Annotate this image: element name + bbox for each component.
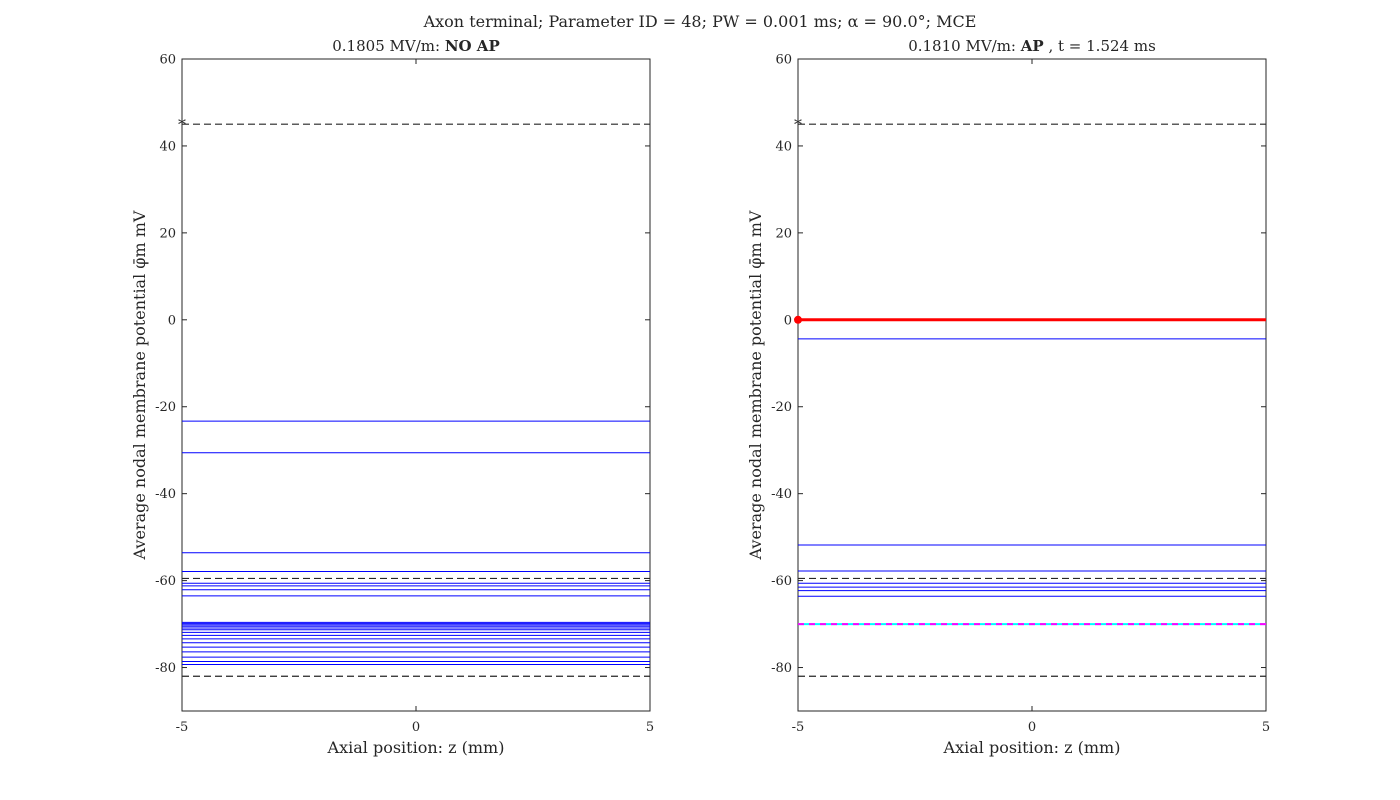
y-tick-label: -40 [771, 487, 792, 502]
panel-title: 0.1805 MV/m: NO AP [332, 37, 499, 55]
y-tick-label: -20 [155, 400, 176, 415]
y-tick-label: 0 [168, 313, 176, 328]
y-tick-label: 40 [775, 139, 792, 154]
reference-marker: * [178, 115, 186, 134]
panel-title-field: 0.1810 MV/m: [908, 37, 1016, 55]
chart-panel-ap: 0.1810 MV/m: AP , t = 1.524 ms -80 -60 -40… [746, 37, 1270, 757]
plot-area: -80 -60 -40 -20 0 20 40 60 -5 0 5 * [155, 53, 654, 736]
panel-title-extra: , t = 1.524 ms [1048, 37, 1155, 55]
x-tick-label: 0 [1028, 720, 1036, 735]
x-axis-label: Axial position: z (mm) [327, 738, 505, 757]
y-tick-label: 20 [775, 226, 792, 241]
x-tick-label: 0 [412, 720, 420, 735]
plot-area: -80 -60 -40 -20 0 20 40 60 -5 0 5 * [771, 53, 1270, 736]
y-axis-label: Average nodal membrane potential φ̄m mV [130, 210, 149, 560]
y-tick-label: -80 [771, 661, 792, 676]
y-tick-label: 0 [784, 313, 792, 328]
y-tick-label: -80 [155, 661, 176, 676]
x-axis-label: Axial position: z (mm) [943, 738, 1121, 757]
y-tick-label: -40 [155, 487, 176, 502]
ap-marker [794, 315, 802, 324]
y-tick-label: 20 [159, 226, 176, 241]
axes-box [181, 58, 651, 712]
y-tick-label: 60 [159, 53, 176, 68]
axes-box [797, 58, 1267, 712]
y-tick-label: 60 [775, 53, 792, 68]
reference-marker: * [794, 115, 802, 134]
panel-title-field: 0.1805 MV/m: [332, 37, 440, 55]
y-tick-label: -60 [771, 574, 792, 589]
y-tick-label: -20 [771, 400, 792, 415]
y-tick-label: 40 [159, 139, 176, 154]
y-tick-label: -60 [155, 574, 176, 589]
panel-title: 0.1810 MV/m: AP , t = 1.524 ms [908, 37, 1156, 55]
figure-suptitle: Axon terminal; Parameter ID = 48; PW = 0… [423, 12, 977, 31]
x-tick-label: -5 [176, 720, 189, 735]
x-tick-label: 5 [1262, 720, 1270, 735]
chart-panel-no-ap: 0.1805 MV/m: NO AP -80 -60 -40 -20 0 20 40 60 -5… [130, 37, 654, 757]
y-axis-label: Average nodal membrane potential φ̄m mV [746, 210, 765, 560]
x-tick-label: -5 [792, 720, 805, 735]
panel-title-status: NO AP [445, 37, 500, 55]
x-tick-label: 5 [646, 720, 654, 735]
panel-title-status: AP [1020, 37, 1044, 55]
